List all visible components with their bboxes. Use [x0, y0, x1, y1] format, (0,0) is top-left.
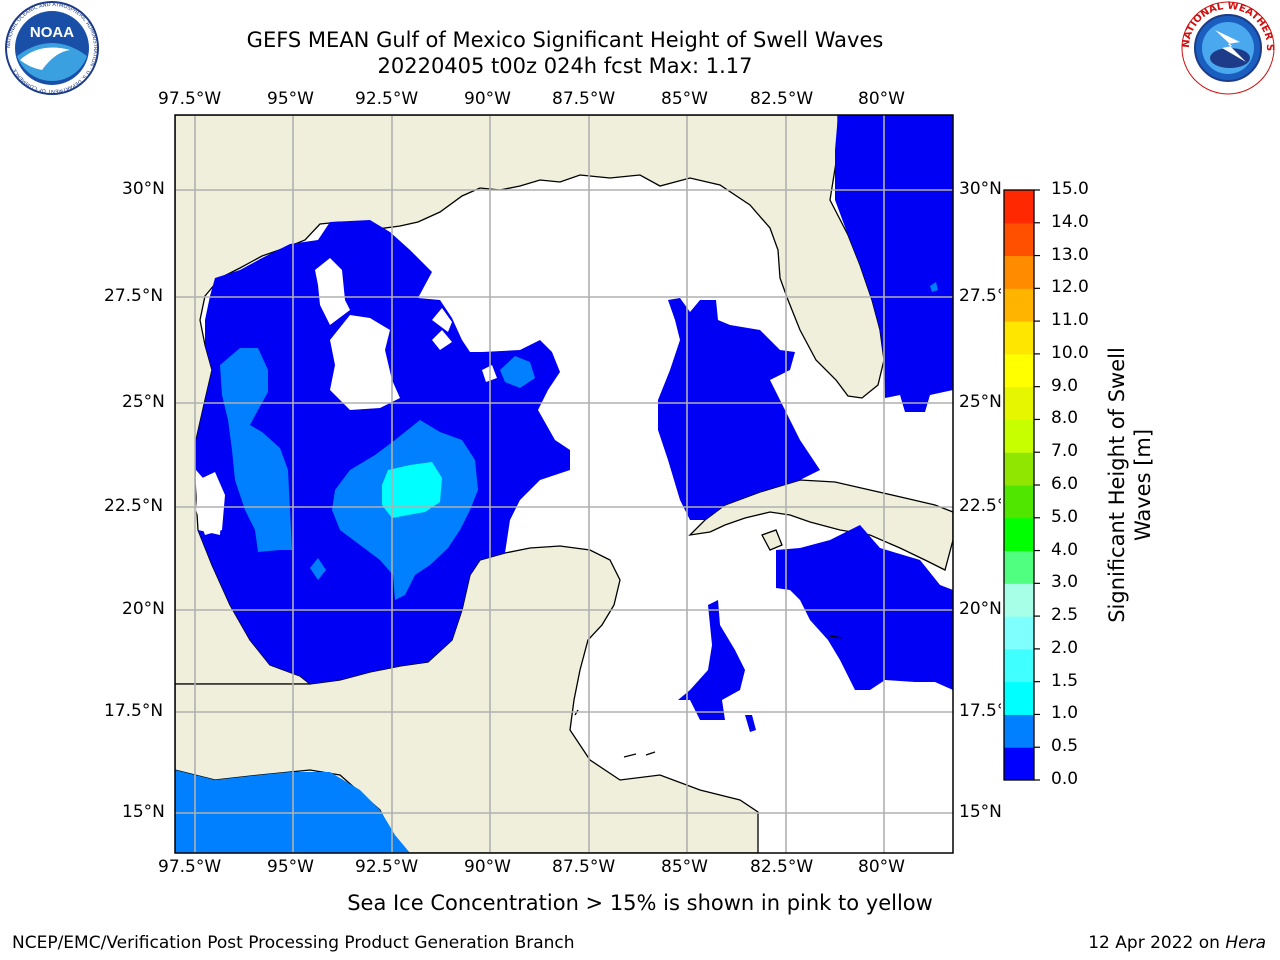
colorbar [1004, 190, 1034, 781]
lon-label-bottom: 92.5°W [355, 857, 419, 877]
chart-title: GEFS MEAN Gulf of Mexico Significant Hei… [246, 28, 884, 52]
lat-label-right: 30°N [959, 179, 1002, 199]
lon-label-bottom: 80°W [858, 857, 905, 877]
colorbar-tick-label: 2.0 [1051, 637, 1079, 658]
colorbar-label-line1: Significant Height of Swell [1105, 347, 1129, 623]
colorbar-segment [1004, 190, 1034, 224]
swell-region-small-1 [500, 356, 535, 388]
colorbar-segment [1004, 222, 1034, 257]
lon-label-bottom: 85°W [661, 857, 708, 877]
colorbar-tick-label: 9.0 [1051, 375, 1079, 396]
swell-region-west-mid [220, 348, 292, 552]
lat-label-right: 25°N [959, 392, 1002, 412]
swell-region-small-2 [310, 558, 326, 580]
colorbar-segment [1004, 550, 1034, 584]
colorbar-segment [1004, 648, 1034, 683]
noaa-logo: NOAA NATIONAL OCEANIC AND ATMOSPHERIC AD… [5, 1, 99, 95]
noaa-logo-text: NOAA [30, 24, 74, 41]
colorbar-segment [1004, 747, 1034, 781]
lat-label-left: 17.5°N [104, 701, 164, 721]
map-frame [174, 114, 954, 854]
lat-label-left: 30°N [122, 179, 165, 199]
swell-level-1.0-1.5 [382, 462, 442, 518]
swell-region-caribbean-west [678, 600, 745, 720]
colorbar-tick-label: 5.0 [1051, 506, 1079, 527]
colorbar-segment [1004, 321, 1034, 355]
swell-gaps [196, 258, 497, 535]
colorbar-label: Significant Height of Swell Waves [m] [1104, 347, 1156, 623]
colorbar-segment [1004, 255, 1034, 289]
colorbar-tick-label: 12.0 [1051, 277, 1089, 298]
lat-label-left: 20°N [122, 599, 165, 619]
lat-label-left: 27.5°N [104, 286, 164, 306]
lon-label-top: 97.5°W [158, 89, 222, 109]
colorbar-label-line2: Waves [m] [1131, 428, 1155, 542]
colorbar-tick-label: 6.0 [1051, 474, 1079, 494]
chart-subtitle: 20220405 t00z 024h fcst Max: 1.17 [377, 54, 753, 78]
land-isla-juventud [761, 529, 783, 551]
footer-credit: NCEP/EMC/Verification Post Processing Pr… [12, 933, 575, 953]
gridlines [175, 115, 953, 853]
colorbar-tick-label: 3.0 [1051, 572, 1079, 593]
lat-label-left: 22.5°N [104, 496, 164, 516]
lon-label-bottom: 87.5°W [552, 857, 616, 877]
lon-label-bottom: 97.5°W [158, 857, 222, 877]
colorbar-segment [1004, 583, 1034, 617]
colorbar-tick-label: 0.5 [1051, 736, 1079, 757]
colorbar-segment [1004, 386, 1034, 420]
swell-region-bahamas [930, 282, 938, 292]
swell-region-max [382, 462, 442, 518]
footer-date-text: 12 Apr 2022 on [1088, 933, 1226, 953]
lat-label-right: 20°N [959, 599, 1002, 619]
colorbar-segment [1004, 288, 1034, 322]
colorbar-tick-label: 15.0 [1051, 179, 1089, 199]
lon-label-top: 95°W [267, 89, 314, 109]
lon-label-top: 87.5°W [552, 89, 616, 109]
colorbar-tick-label: 1.0 [1051, 703, 1079, 724]
colorbar-segment [1004, 485, 1034, 519]
footer-host: Hera [1225, 933, 1266, 953]
colorbar-tick-label: 14.0 [1051, 211, 1089, 232]
colorbar-segment [1004, 353, 1034, 388]
colorbar-tick-label: 1.5 [1051, 670, 1079, 691]
lon-label-top: 85°W [661, 89, 708, 109]
colorbar-tick-label: 0.0 [1051, 769, 1079, 789]
lon-label-top: 90°W [464, 89, 511, 109]
colorbar-segment [1004, 714, 1034, 748]
lon-label-bottom: 90°W [464, 857, 511, 877]
lat-label-right: 27.5°N [959, 286, 1001, 306]
swell-region-east-gulf [658, 298, 820, 520]
lon-label-top: 80°W [858, 89, 905, 109]
lat-label-right: 15°N [959, 802, 1002, 822]
colorbar-tick-label: 8.0 [1051, 408, 1079, 429]
colorbar-tick-label: 4.0 [1051, 539, 1079, 560]
footer-date: 12 Apr 2022 on Hera [1088, 933, 1266, 953]
lon-label-bottom: 82.5°W [750, 857, 814, 877]
colorbar-segment [1004, 419, 1034, 453]
colorbar-tick-label: 11.0 [1051, 310, 1089, 331]
colorbar-tick-label: 13.0 [1051, 244, 1089, 265]
lon-label-top: 82.5°W [750, 89, 814, 109]
colorbar-tick-label: 2.5 [1051, 605, 1079, 626]
lat-label-right: 17.5°N [959, 701, 1001, 721]
colorbar-segment [1004, 681, 1034, 715]
lat-label-left: 15°N [122, 802, 165, 822]
colorbar-tick-marks [1034, 189, 1040, 781]
sea-ice-note: Sea Ice Concentration > 15% is shown in … [347, 891, 933, 915]
lon-label-top: 92.5°W [355, 89, 419, 109]
colorbar-segment [1004, 452, 1034, 486]
colorbar-segment [1004, 616, 1034, 650]
colorbar-tick-label: 10.0 [1051, 342, 1089, 363]
lat-label-left: 25°N [122, 392, 165, 412]
lat-label-right: 22.5°N [959, 496, 1001, 516]
swell-region-caribbean-east [776, 525, 953, 690]
colorbar-segment [1004, 517, 1034, 552]
lon-label-bottom: 95°W [267, 857, 314, 877]
colorbar-tick-label: 7.0 [1051, 441, 1079, 462]
swell-region-small-caribbean [745, 715, 756, 732]
